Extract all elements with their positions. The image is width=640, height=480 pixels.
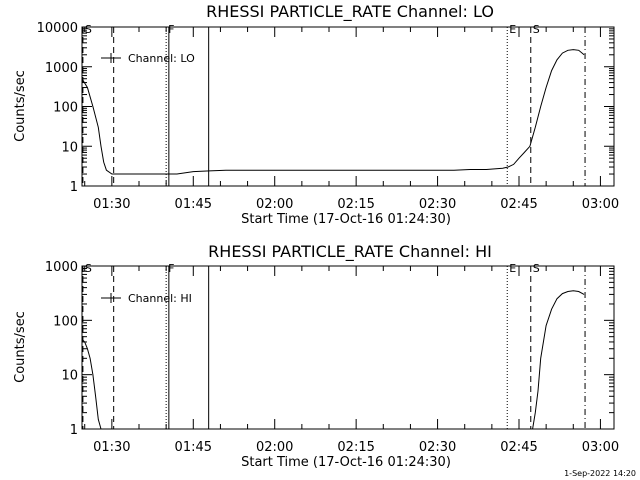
x-tick-label-hi: 02:00 [256,440,293,455]
y-axis-label-hi: Counts/sec [13,311,28,383]
x-axis-label-lo: Start Time (17-Oct-16 01:24:30) [241,212,451,227]
x-axis-label-hi: Start Time (17-Oct-16 01:24:30) [241,455,451,470]
panel-hi: RHESSI PARTICLE_RATE Channel: HI Counts/… [13,242,619,470]
timestamp: 1-Sep-2022 14:20 [564,469,636,478]
x-tick-label-lo: 02:30 [419,197,456,212]
event-marker-label-lo: F [168,23,174,36]
event-marker-label-hi: S [533,262,540,275]
x-tick-label-hi: 02:15 [337,440,374,455]
chart-title-hi: RHESSI PARTICLE_RATE Channel: HI [208,242,492,262]
legend-lo: Channel: LO [101,52,195,65]
x-tick-label-lo: 01:45 [175,197,212,212]
y-tick-label-lo: 1 [70,180,78,195]
y-tick-label-lo: 10 [61,140,78,155]
legend-label-lo: Channel: LO [128,52,195,65]
y-tick-label-lo: 10000 [37,21,78,36]
y-axis-label-lo: Counts/sec [13,70,28,142]
event-marker-label-hi: E [509,262,516,275]
event-marker-label-hi: F [168,262,174,275]
y-ticks-lo: 1 10 100 1000 10000 [37,21,614,195]
panel-lo: RHESSI PARTICLE_RATE Channel: LO Counts/… [13,2,619,227]
x-tick-label-hi: 01:30 [93,440,130,455]
y-tick-label-lo: 100 [53,101,78,116]
plot-frame-hi [81,265,615,430]
x-tick-label-hi: 03:00 [582,440,619,455]
x-tick-label-hi: 01:45 [175,440,212,455]
y-tick-label-hi: 100 [53,314,78,329]
chart-title-lo: RHESSI PARTICLE_RATE Channel: LO [206,2,494,22]
series-line-hi [81,290,585,430]
x-tick-label-lo: 02:45 [500,197,537,212]
x-tick-label-lo: 02:15 [337,197,374,212]
event-marker-label-lo: E [509,23,516,36]
legend-label-hi: Channel: HI [128,292,192,305]
event-marker-label-hi: S [85,262,92,275]
y-ticks-hi: 1 10 100 1000 [45,260,614,438]
series-line-lo [81,49,585,175]
event-marker-label-lo: S [85,23,92,36]
y-tick-label-hi: 1 [70,423,78,438]
event-marker-label-lo: S [533,23,540,36]
series-hi [81,290,585,430]
x-ticks-lo: 01:30 01:45 02:00 02:15 02:30 02:45 03:00 [84,27,619,212]
y-tick-label-hi: 1000 [45,260,78,275]
x-tick-label-lo: 01:30 [93,197,130,212]
x-ticks-hi: 01:30 01:45 02:00 02:15 02:30 02:45 03:00 [84,266,619,455]
x-tick-label-hi: 02:30 [419,440,456,455]
x-tick-label-lo: 03:00 [582,197,619,212]
legend-hi: Channel: HI [101,292,192,305]
y-tick-label-lo: 1000 [45,61,78,76]
series-lo [81,49,585,175]
x-tick-label-hi: 02:45 [500,440,537,455]
plot-frame-lo [81,26,615,187]
x-tick-label-lo: 02:00 [256,197,293,212]
y-tick-label-hi: 10 [61,369,78,384]
